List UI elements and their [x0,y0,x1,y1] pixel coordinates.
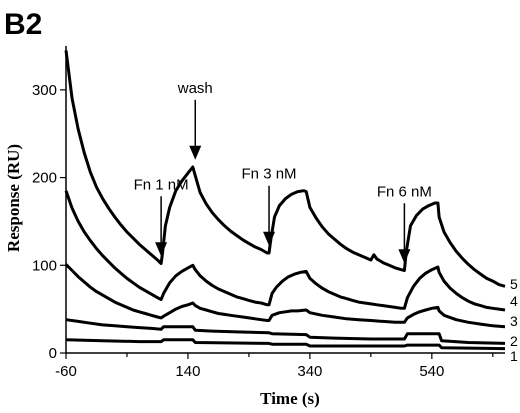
series-line-4 [64,190,506,312]
x-tick-label: -60 [55,363,77,380]
annotation-label: Fn 1 nM [134,176,189,193]
series-line-1 [65,338,506,351]
y-tick-label: 0 [49,345,57,362]
annotation-arrow-head [189,145,202,160]
series-line-5 [64,50,506,288]
series-label-1: 1 [510,348,518,364]
annotation-label: Fn 6 nM [377,183,432,200]
x-tick-label: 340 [297,363,322,380]
x-tick-label: 540 [419,363,444,380]
series-layer [64,50,506,351]
x-tick-label: 140 [175,363,200,380]
annotation-label: wash [177,80,213,97]
annotation-arrow-head [263,231,276,246]
y-ticks: 0 100 200 300 [32,82,66,362]
series-label-5: 5 [510,276,518,292]
annotation-arrow-head [155,242,168,257]
series-line-3 [64,263,506,329]
annotation-label: Fn 3 nM [242,166,297,183]
series-line-2 [65,318,506,345]
annotation-layer: Fn 1 nM wash Fn 3 nM Fn 6 nM [134,80,432,264]
y-axis-title: Response (RU) [4,144,23,252]
series-label-3: 3 [510,313,518,329]
curve-labels: 54 3 21 [510,276,518,364]
x-ticks: -60 140 340 540 [55,353,494,380]
y-tick-label: 300 [32,82,57,99]
y-tick-label: 100 [32,257,57,274]
series-label-4: 4 [510,293,518,309]
series-label-2: 2 [510,333,518,349]
annotation-arrow-head [398,249,411,264]
x-axis-title: Time (s) [260,389,320,408]
panel-label: B2 [4,8,42,41]
y-tick-label: 200 [32,170,57,187]
